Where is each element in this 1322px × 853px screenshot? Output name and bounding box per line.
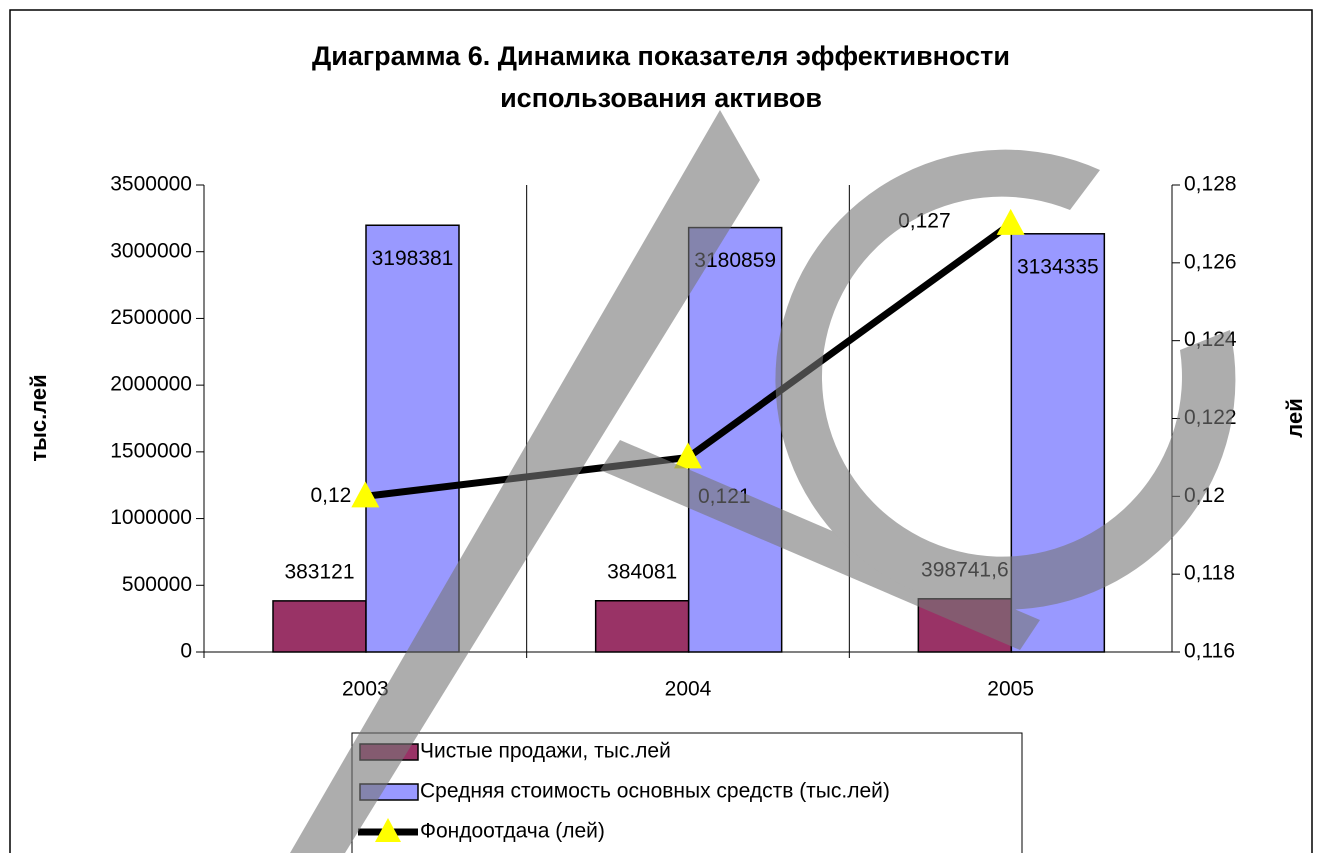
x-tick-label: 2005 — [987, 678, 1034, 701]
y-axis-title: тыс.лей — [26, 374, 51, 461]
bar — [687, 226, 783, 653]
y2-tick-label: 0,116 — [1184, 640, 1235, 663]
x-tick-label: 2004 — [665, 678, 712, 701]
line-marker — [996, 208, 1025, 235]
data-label: 3134335 — [1017, 255, 1099, 278]
legend-label: Средняя стоимость основных средств (тыс.… — [420, 780, 890, 803]
data-label: 383121 — [284, 560, 354, 583]
line-marker — [674, 442, 702, 469]
data-label: 384081 — [607, 560, 677, 583]
y-tick-label: 1500000 — [110, 439, 192, 462]
legend-marker — [375, 818, 401, 842]
legend-label: Чистые продажи, тыс.лей — [420, 740, 671, 763]
y-tick-label: 1000000 — [110, 506, 192, 529]
legend-label: Фондоотдача (лей) — [420, 820, 605, 843]
y2-axis-title: лей — [1282, 398, 1307, 437]
bar — [594, 600, 690, 653]
bar — [272, 600, 367, 653]
y2-tick-label: 0,128 — [1184, 173, 1237, 196]
y-tick-label: 3000000 — [110, 239, 192, 262]
chart-title: Диаграмма 6. Динамика показателя эффекти… — [312, 41, 1010, 71]
y-tick-label: 2500000 — [110, 306, 192, 329]
y-tick-label: 3500000 — [110, 173, 192, 196]
data-label: 3180859 — [694, 249, 776, 272]
data-label: 3198381 — [372, 247, 454, 270]
x-tick-label: 2003 — [342, 678, 389, 701]
y-tick-label: 2000000 — [110, 373, 192, 396]
y-tick-label: 0 — [180, 640, 192, 663]
data-label: 0,12 — [310, 484, 351, 507]
chart-title: использования активов — [500, 83, 822, 113]
line-marker — [351, 481, 380, 508]
y-tick-label: 500000 — [122, 573, 192, 596]
y2-tick-label: 0,126 — [1184, 250, 1237, 273]
plot: 0 500000 1000000 1500000 2000000 2500000 30000… — [110, 173, 1237, 701]
legend — [351, 732, 1023, 853]
bar — [365, 224, 460, 653]
watermark — [290, 110, 1236, 853]
chart-frame — [9, 9, 1313, 853]
y2-tick-label: 0,118 — [1184, 562, 1235, 585]
